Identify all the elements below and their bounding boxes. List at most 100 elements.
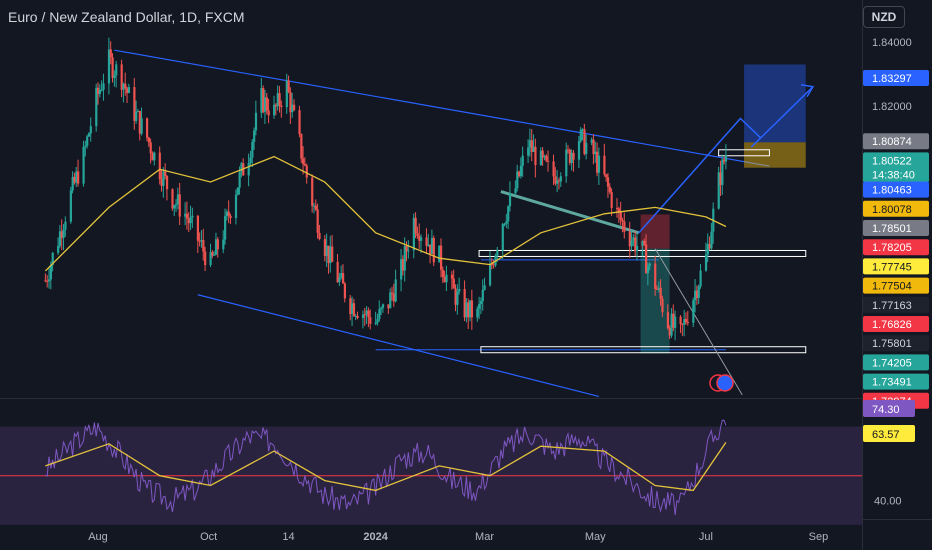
candle xyxy=(623,212,626,239)
candle xyxy=(723,156,726,165)
candle-body xyxy=(236,187,239,195)
candle-body xyxy=(158,152,161,180)
price-axis-border xyxy=(862,0,863,550)
candle-body xyxy=(196,215,200,241)
candle xyxy=(597,147,601,185)
candle-body xyxy=(214,239,218,255)
projection-arrow-2 xyxy=(750,86,814,148)
candle-body xyxy=(559,176,562,182)
candle-body xyxy=(291,104,294,113)
candle xyxy=(694,279,697,313)
candle-body xyxy=(556,180,559,184)
candle-body xyxy=(376,319,379,323)
candle xyxy=(552,154,555,185)
candle xyxy=(507,205,510,230)
candle-body xyxy=(479,301,483,304)
price-label-text: 1.73491 xyxy=(872,377,912,389)
candle xyxy=(303,157,307,167)
candle-body xyxy=(378,309,381,320)
candle-body xyxy=(674,316,677,328)
candle xyxy=(590,137,593,146)
candle-body xyxy=(679,316,682,324)
candle-body xyxy=(430,237,434,254)
candle xyxy=(351,296,354,326)
candle xyxy=(704,242,708,272)
candle xyxy=(532,134,535,153)
candle xyxy=(425,228,428,254)
candle xyxy=(213,250,216,256)
candle xyxy=(721,154,724,195)
candle xyxy=(648,262,651,271)
price-label: 1.77504 xyxy=(863,277,929,294)
candle xyxy=(253,127,256,150)
candle-body xyxy=(287,80,290,93)
candle-body xyxy=(122,83,125,90)
candle xyxy=(242,158,245,176)
candle-body xyxy=(209,252,212,266)
price-tick-label: 1.84000 xyxy=(872,37,912,49)
candle-body xyxy=(87,133,91,137)
candle-body xyxy=(273,104,276,116)
currency-button[interactable]: NZD xyxy=(863,6,905,28)
candle-body xyxy=(432,237,435,263)
candle xyxy=(521,146,524,177)
candle xyxy=(356,311,359,320)
candle xyxy=(107,37,111,95)
moving-average-line xyxy=(44,155,727,272)
candle-body xyxy=(516,171,519,189)
candle-body xyxy=(325,245,328,256)
candle-body xyxy=(697,286,700,298)
candle-body xyxy=(213,254,216,256)
candle xyxy=(378,300,381,322)
candle-body xyxy=(84,145,87,147)
candle xyxy=(683,309,686,337)
candle-body xyxy=(240,163,243,173)
candle-body xyxy=(557,180,561,182)
candle xyxy=(140,107,143,136)
candle-body xyxy=(73,176,76,183)
candle xyxy=(695,285,699,305)
candle xyxy=(135,100,138,124)
candle xyxy=(394,269,397,303)
candle-body xyxy=(543,155,546,158)
price-label: 1.75801 xyxy=(863,335,929,352)
candle xyxy=(314,199,317,211)
candle-body xyxy=(75,171,78,183)
candle-body xyxy=(441,269,444,277)
candle xyxy=(323,235,327,262)
candle-body xyxy=(211,252,214,256)
candle-body xyxy=(124,83,127,89)
candle-body xyxy=(49,265,53,280)
stop-zone xyxy=(640,214,670,249)
candle-body xyxy=(565,149,568,177)
candle xyxy=(214,232,218,256)
candle xyxy=(285,73,288,114)
entry-box xyxy=(718,149,770,157)
candle-body xyxy=(57,245,60,253)
candle-body xyxy=(646,266,650,274)
rsi-tick-label: 40.00 xyxy=(874,495,902,507)
price-label: 1.83297 xyxy=(863,70,929,86)
candle xyxy=(654,255,657,296)
candle-body xyxy=(597,155,601,173)
candle-body xyxy=(724,155,728,162)
candle-body xyxy=(329,246,332,264)
candle-body xyxy=(501,224,504,251)
candle xyxy=(619,201,622,226)
candle xyxy=(441,266,444,284)
time-tick-label: May xyxy=(585,531,606,543)
candle-body xyxy=(254,112,258,131)
candle-body xyxy=(238,172,241,188)
event-icon[interactable] xyxy=(716,374,734,392)
candle-body xyxy=(265,97,268,111)
candle-body xyxy=(416,233,419,236)
candle-body xyxy=(343,283,346,299)
candle-body xyxy=(686,321,689,323)
candle-body xyxy=(302,158,305,165)
candle xyxy=(367,307,370,328)
candle-body xyxy=(216,239,219,250)
candle-body xyxy=(717,172,720,209)
candle-body xyxy=(135,111,138,121)
candle xyxy=(508,181,512,212)
